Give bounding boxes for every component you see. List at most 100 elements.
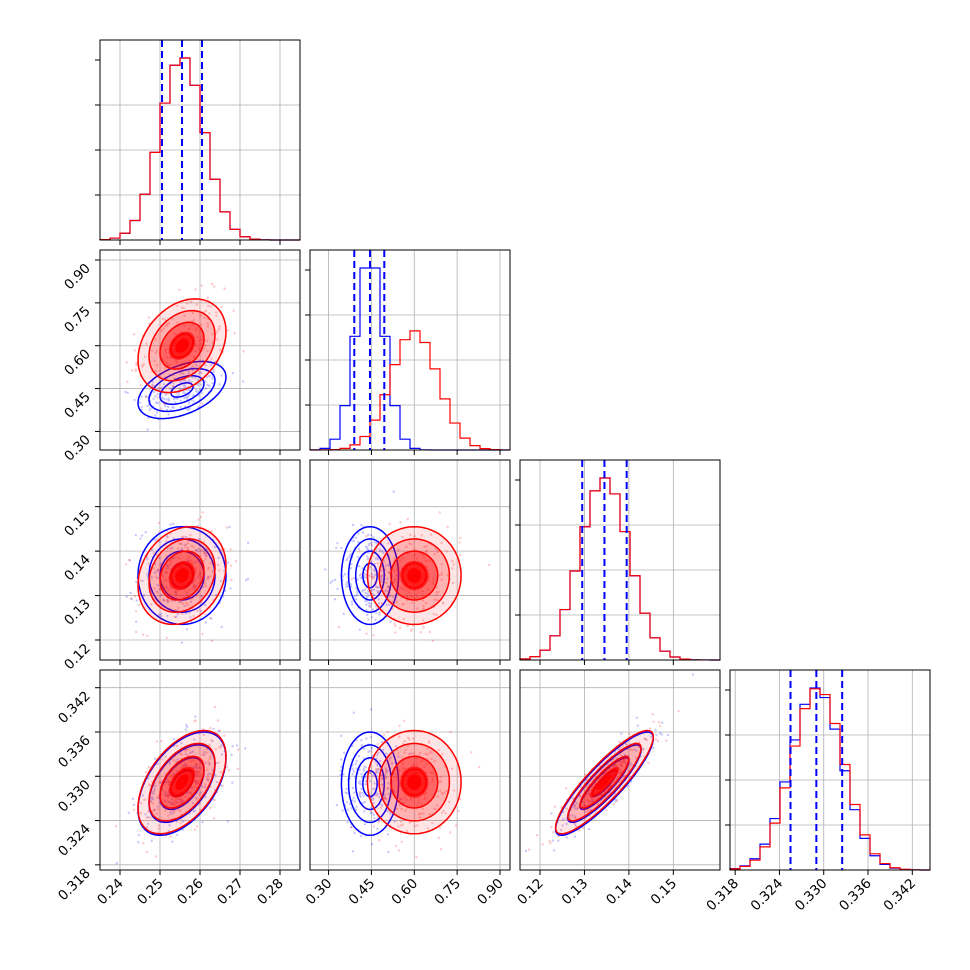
y-tick-label: 0.336: [55, 733, 94, 772]
contour-blue: [137, 360, 227, 420]
contour-red: [567, 742, 642, 822]
density-fill: [407, 568, 422, 583]
contour-blue: [362, 769, 378, 798]
density-fill: [597, 774, 612, 790]
x-tick-label: 0.15: [648, 876, 681, 909]
contour-red: [401, 562, 427, 589]
x-tick-label: 0.45: [346, 876, 379, 909]
x-tick-label: 0.324: [748, 876, 787, 915]
x-tick-label: 0.318: [703, 876, 742, 915]
contour-red: [554, 729, 655, 835]
x-tick-label: 0.26: [174, 876, 207, 909]
contour-red: [159, 550, 205, 601]
contour-red: [137, 729, 227, 835]
contour-blue: [340, 525, 400, 626]
histogram-panel-1: [305, 249, 511, 455]
x-tick-label: 0.14: [603, 876, 636, 909]
contour-red: [159, 321, 205, 370]
axes-frame: [309, 459, 511, 661]
x-tick-label: 0.75: [431, 876, 464, 909]
y-tick-label: 0.45: [61, 389, 94, 422]
contour-blue: [354, 550, 386, 601]
scatter-panel-2-1: [309, 459, 511, 665]
x-tick-label: 0.60: [389, 876, 422, 909]
histogram-panel-3: [725, 669, 931, 875]
panel-body: [124, 511, 250, 644]
density-fill: [175, 568, 189, 583]
contour-red: [148, 742, 216, 822]
axes-frame: [519, 669, 721, 871]
scatter-panel-3-2: [519, 669, 721, 875]
y-tick-label: 0.90: [61, 261, 94, 294]
density-fill: [175, 338, 189, 353]
contour-blue: [137, 525, 227, 626]
contour-red: [366, 525, 462, 626]
histogram-series-red: [309, 330, 511, 451]
panel-body: [324, 490, 491, 642]
histogram-series-red: [729, 688, 931, 871]
x-tick-label: 0.24: [94, 876, 127, 909]
density-fill: [407, 774, 422, 790]
x-tick-label: 0.28: [254, 876, 287, 909]
contour-red: [401, 768, 427, 796]
y-tick-label: 0.318: [55, 865, 94, 904]
contour-blue: [362, 562, 378, 589]
axes-frame: [309, 249, 511, 451]
y-tick-label: 0.342: [55, 688, 94, 727]
x-tick-label: 0.330: [792, 876, 831, 915]
scatter-panel-3-0: [95, 669, 301, 875]
x-tick-label: 0.12: [514, 876, 547, 909]
y-tick-label: 0.13: [61, 596, 94, 629]
contour-red: [159, 755, 205, 809]
scatter-panel-1-0: [95, 249, 301, 455]
y-tick-label: 0.75: [61, 303, 94, 336]
axes-frame: [729, 669, 931, 871]
histogram-series-blue: [309, 267, 510, 451]
x-tick-label: 0.336: [836, 876, 875, 915]
axes-frame: [309, 669, 511, 871]
contour-red: [378, 538, 451, 613]
histogram-panel-0: [95, 39, 301, 245]
y-tick-label: 0.30: [61, 432, 94, 465]
y-tick-label: 0.330: [55, 777, 94, 816]
panel-body: [124, 282, 245, 431]
y-tick-label: 0.14: [61, 552, 94, 585]
contour-red: [390, 755, 439, 809]
contour-red: [137, 298, 227, 394]
contour-blue: [159, 374, 205, 406]
histogram-series-red: [519, 477, 721, 661]
scatter-panel-3-1: [309, 669, 511, 875]
x-tick-label: 0.342: [880, 876, 919, 915]
y-tick-label: 0.12: [61, 641, 94, 674]
x-tick-label: 0.27: [214, 876, 247, 909]
x-tick-label: 0.25: [134, 876, 167, 909]
contour-red: [366, 729, 462, 835]
contour-red: [390, 550, 439, 601]
panel-body: [524, 673, 695, 852]
contour-red: [148, 309, 216, 382]
x-tick-label: 0.13: [559, 876, 592, 909]
contour-red: [170, 768, 194, 796]
panel-body: [114, 705, 247, 865]
contour-blue: [354, 757, 386, 811]
contour-red: [170, 562, 194, 589]
histogram-panel-2: [515, 459, 721, 665]
scatter-panel-2-0: [95, 459, 301, 665]
axes-frame: [519, 459, 721, 661]
contour-red: [148, 538, 216, 613]
contour-red: [378, 742, 451, 822]
contour-red: [591, 768, 618, 796]
contour-blue: [340, 731, 400, 837]
x-tick-label: 0.90: [474, 876, 507, 909]
y-tick-label: 0.15: [61, 507, 94, 540]
contour-red: [579, 755, 630, 809]
y-tick-label: 0.324: [55, 821, 94, 860]
y-tick-label: 0.60: [61, 346, 94, 379]
x-tick-label: 0.30: [303, 876, 336, 909]
contour-blue: [347, 538, 393, 613]
scatter-points-blue: [124, 360, 245, 431]
density-fill: [175, 774, 189, 790]
contour-red: [137, 525, 227, 626]
panel-body: [335, 708, 481, 859]
